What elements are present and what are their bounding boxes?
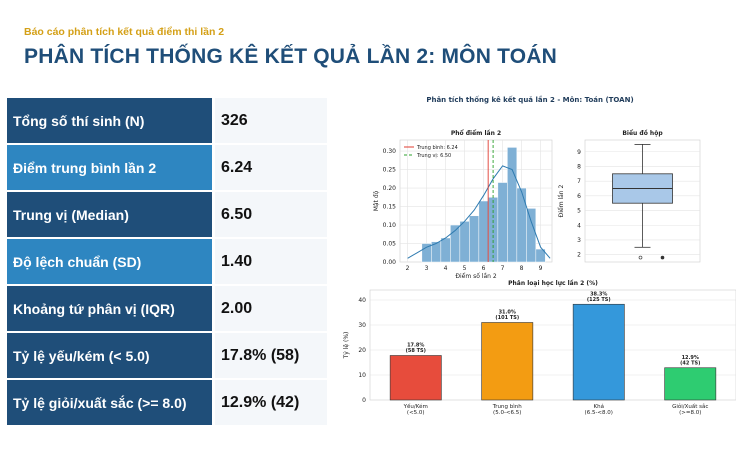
x-axis-label: Điểm số lần 2 xyxy=(455,272,497,280)
bar xyxy=(481,322,534,401)
figure: Phân tích thống kê kết quả lần 2 - Môn: … xyxy=(343,95,736,416)
stat-label: Điểm trung bình lần 2 xyxy=(7,144,215,192)
x-tick-label: 5 xyxy=(463,265,467,272)
table-row: Điểm trung bình lần 2 6.24 xyxy=(7,144,327,192)
y-tick-label: 0.10 xyxy=(383,222,397,229)
y-tick-label: 9 xyxy=(577,149,581,156)
table-row: Tổng số thí sinh (N) 326 xyxy=(7,98,327,145)
stat-label: Tổng số thí sinh (N) xyxy=(7,98,215,145)
legend-label: Trung vị: 6.50 xyxy=(416,153,451,159)
y-tick-label: 0 xyxy=(362,397,366,404)
y-tick-label: 6 xyxy=(577,193,581,200)
stat-value: 2.00 xyxy=(213,285,327,333)
table-row: Độ lệch chuẩn (SD) 1.40 xyxy=(7,238,327,286)
y-tick-label: 40 xyxy=(358,297,366,304)
chart-title: Phổ điểm lần 2 xyxy=(451,129,501,137)
hist-bar xyxy=(440,237,451,263)
y-axis-label: Mật độ xyxy=(373,190,380,211)
stats-table: Tổng số thí sinh (N) 326 Điểm trung bình l… xyxy=(7,98,327,427)
y-tick-label: 5 xyxy=(577,208,581,215)
y-axis-label: Tỷ lệ (%) xyxy=(343,332,350,360)
outlier xyxy=(638,255,643,260)
y-tick-label: 30 xyxy=(358,322,366,329)
y-tick-label: 8 xyxy=(577,163,581,170)
x-tick-label: 3 xyxy=(425,265,429,272)
stat-value: 12.9% (42) xyxy=(213,379,327,427)
y-tick-label: 10 xyxy=(358,372,366,379)
y-tick-label: 0.15 xyxy=(383,204,397,211)
kde-line xyxy=(407,165,551,259)
y-tick-label: 0.20 xyxy=(383,185,397,192)
x-tick-label: Khá (6.5-<8.0) xyxy=(585,403,613,416)
hist-bar xyxy=(516,187,527,263)
legend-label: Trung bình: 6.24 xyxy=(416,144,458,151)
y-tick-label: 0.30 xyxy=(383,148,397,155)
table-row: Trung vị (Median) 6.50 xyxy=(7,191,327,239)
x-tick-label: 6 xyxy=(482,265,486,272)
x-tick-label: 4 xyxy=(444,265,448,272)
hist-bar xyxy=(507,147,518,263)
y-tick-label: 3 xyxy=(577,237,581,244)
hist-bar xyxy=(459,221,470,263)
hist-bar xyxy=(497,182,508,263)
bar xyxy=(572,303,625,401)
stat-label: Trung vị (Median) xyxy=(7,191,215,239)
bar xyxy=(389,355,442,401)
stat-label: Tỷ lệ yếu/kém (< 5.0) xyxy=(7,332,215,380)
value-label: 17.8% (58 TS) xyxy=(406,343,426,355)
x-tick-label: 7 xyxy=(501,265,505,272)
page-title: PHÂN TÍCH THỐNG KÊ KẾT QUẢ LẦN 2: MÔN TO… xyxy=(24,45,558,68)
figure-title: Phân tích thống kê kết quả lần 2 - Môn: … xyxy=(426,95,633,104)
stat-value: 1.40 xyxy=(213,238,327,286)
chart-title: Phân loại học lực lần 2 (%) xyxy=(508,279,598,287)
outlier xyxy=(660,255,665,260)
y-tick-label: 0.05 xyxy=(383,241,397,248)
table-row: Tỷ lệ yếu/kém (< 5.0) 17.8% (58) xyxy=(7,332,327,380)
stat-label: Độ lệch chuẩn (SD) xyxy=(7,238,215,286)
x-tick-label: 9 xyxy=(539,265,543,272)
stat-label: Tỷ lệ giỏi/xuất sắc (>= 8.0) xyxy=(7,379,215,427)
stat-value: 6.24 xyxy=(213,144,327,192)
y-tick-label: 20 xyxy=(358,347,366,354)
chart-title: Biểu đồ hộp xyxy=(622,129,663,137)
y-tick-label: 0.00 xyxy=(383,259,397,266)
bar xyxy=(664,367,717,401)
hist-bar xyxy=(469,215,480,263)
value-label: 31.0% (101 TS) xyxy=(495,310,519,322)
y-axis-label: Điểm lần 2 xyxy=(557,185,565,218)
stat-value: 326 xyxy=(213,98,327,145)
value-label: 38.3% (125 TS) xyxy=(587,291,611,303)
y-tick-label: 4 xyxy=(577,222,581,229)
value-label: 12.9% (42 TS) xyxy=(680,355,700,367)
y-tick-label: 2 xyxy=(577,252,581,259)
table-row: Khoảng tứ phân vị (IQR) 2.00 xyxy=(7,285,327,333)
x-tick-label: 2 xyxy=(406,265,410,272)
x-tick-label: Giỏi/Xuất sắc (>=8.0) xyxy=(672,403,708,416)
hist-bar xyxy=(535,248,546,263)
stat-value: 6.50 xyxy=(213,191,327,239)
x-tick-label: Yếu/Kém (<5.0) xyxy=(403,403,428,416)
hist-bar xyxy=(478,200,489,263)
kicker: Báo cáo phân tích kết quả điểm thi lần 2 xyxy=(24,26,225,38)
stat-value: 17.8% (58) xyxy=(213,332,327,380)
x-tick-label: Trung bình (5.0-<6.5) xyxy=(492,403,523,416)
x-tick-label: 8 xyxy=(520,265,524,272)
y-tick-label: 0.25 xyxy=(383,167,397,174)
table-row: Tỷ lệ giỏi/xuất sắc (>= 8.0) 12.9% (42) xyxy=(7,379,327,427)
hist-bar xyxy=(526,208,537,263)
stat-label: Khoảng tứ phân vị (IQR) xyxy=(7,285,215,333)
y-tick-label: 7 xyxy=(577,178,581,185)
